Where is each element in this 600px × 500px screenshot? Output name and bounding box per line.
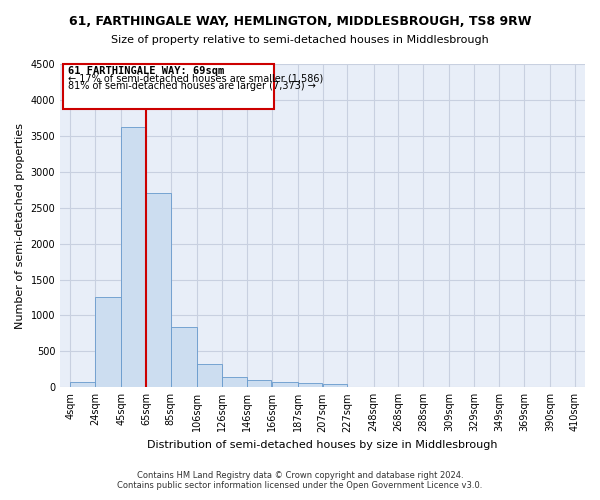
Bar	[197, 364, 222, 388]
Bar	[298, 383, 322, 388]
Bar	[247, 380, 271, 388]
Bar	[222, 376, 247, 388]
Bar	[323, 384, 347, 388]
Bar	[146, 194, 171, 388]
Text: ← 17% of semi-detached houses are smaller (1,586): ← 17% of semi-detached houses are smalle…	[68, 74, 323, 84]
Bar	[70, 382, 95, 388]
Bar	[272, 382, 298, 388]
Y-axis label: Number of semi-detached properties: Number of semi-detached properties	[15, 122, 25, 328]
Text: 61, FARTHINGALE WAY, HEMLINGTON, MIDDLESBROUGH, TS8 9RW: 61, FARTHINGALE WAY, HEMLINGTON, MIDDLES…	[69, 15, 531, 28]
X-axis label: Distribution of semi-detached houses by size in Middlesbrough: Distribution of semi-detached houses by …	[148, 440, 498, 450]
Text: 61 FARTHINGALE WAY: 69sqm: 61 FARTHINGALE WAY: 69sqm	[68, 66, 224, 76]
Bar	[171, 327, 197, 388]
Text: 81% of semi-detached houses are larger (7,373) →: 81% of semi-detached houses are larger (…	[68, 81, 316, 91]
Bar	[62, 64, 274, 110]
Text: Size of property relative to semi-detached houses in Middlesbrough: Size of property relative to semi-detach…	[111, 35, 489, 45]
Text: Contains HM Land Registry data © Crown copyright and database right 2024.
Contai: Contains HM Land Registry data © Crown c…	[118, 470, 482, 490]
Bar	[95, 297, 121, 388]
Bar	[121, 127, 146, 388]
